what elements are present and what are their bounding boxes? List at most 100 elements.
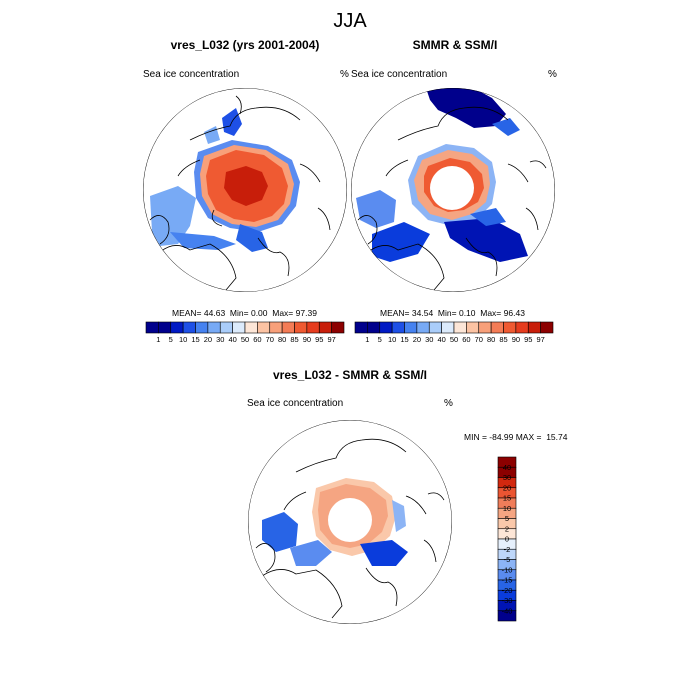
panel2-colorbar-box-0 [354,321,368,334]
panel2-hudson-ice [372,222,430,262]
panel1-colorbar-label-9: 70 [266,335,274,344]
panel3-colorbar-label-11: -15 [502,576,513,585]
panel2-colorbar-label-12: 90 [512,335,520,344]
panel2-title: SMMR & SSM/I [412,38,498,52]
panel1-colorbar-label-10: 80 [278,335,286,344]
panel2-okhotsk-ice [426,88,506,128]
figure-title: JJA [333,10,367,32]
panel3-stats: MIN = -84.99 MAX = 15.74 [464,432,568,442]
panel2-colorbar-box-14 [527,321,541,334]
panel3-colorbar-label-12: -20 [502,586,513,595]
panel1-labrador-ice [150,186,196,246]
panel2-colorbar-box-7 [441,321,455,334]
panel3-colorbar-label-5: 5 [505,514,509,523]
panel1-colorbar-label-8: 60 [253,335,261,344]
panel1-colorbar-box-4 [195,321,209,334]
panel3-colorbar-label-8: -2 [504,545,511,554]
panel2-colorbar-box-5 [416,321,430,334]
panel2-colorbar-label-3: 15 [400,335,408,344]
panel3-diff-neg-east [360,540,408,566]
panel1-colorbar-box-6 [219,321,233,334]
panel2-left-label: Sea ice concentration [351,69,448,80]
panel1-colorbar-box-10 [269,321,283,334]
panel2-labrador-ice [356,190,396,228]
panel3-colorbar-label-2: 20 [503,483,511,492]
panel1-colorbar-label-4: 20 [204,335,212,344]
panel3-map [248,420,452,624]
panel2-colorbar-label-8: 60 [462,335,470,344]
panel1-hudson-ice [170,232,236,250]
panel3-coastline [261,438,427,619]
panel1-ice-max [224,166,268,206]
panel2-colorbar-box-8 [453,321,467,334]
panel1-colorbar-box-3 [182,321,196,334]
panel1-colorbar-box-0 [145,321,159,334]
panel2-colorbar-label-1: 5 [378,335,382,344]
panel1-east-ice [236,224,268,252]
panel2-colorbar-box-3 [391,321,405,334]
panel1-title: vres_L032 (yrs 2001-2004) [170,38,320,52]
panel3-diff-neg-hudson [290,540,332,566]
panel1-colorbar-box-15 [331,321,345,334]
panel3-colorbar-label-6: 2 [505,524,509,533]
panel3-colorbar-label-1: 30 [503,473,511,482]
panel1-colorbar-label-1: 5 [169,335,173,344]
panel1-coastline [159,106,321,291]
panel2-colorbar-label-2: 10 [388,335,396,344]
panel2-colorbar-label-9: 70 [475,335,483,344]
panel3-left-label: Sea ice concentration [247,398,344,409]
panel3-diff-neg-east-2 [392,500,406,532]
panel1-colorbar-box-7 [232,321,246,334]
panel2-colorbar-label-4: 20 [413,335,421,344]
panel2-colorbar-box-12 [503,321,517,334]
panel3-title: vres_L032 - SMMR & SSM/I [272,368,428,382]
panel2-coastline-2 [357,160,547,245]
panel3-colorbar-box-15 [497,610,517,622]
panel2-barents-ice [444,218,528,262]
panel1-colorbar-box-14 [318,321,332,334]
panel2-coastline [367,106,529,291]
panel2-colorbar-label-13: 95 [524,335,532,344]
panel1-colorbar-box-12 [294,321,308,334]
panel2-map [351,88,555,292]
panel2-colorbar: 1 5 10 15 20 30 40 50 60 70 80 85 90 95 97 [354,321,554,344]
panel3-colorbar-label-10: -10 [502,565,513,574]
panel1-colorbar-label-3: 15 [191,335,199,344]
panel1-map [143,88,347,292]
panel2-colorbar-label-14: 97 [536,335,544,344]
panel1-colorbar-label-11: 85 [290,335,298,344]
panel1-colorbar-label-6: 40 [228,335,236,344]
panel2-colorbar-label-6: 40 [437,335,445,344]
panel1-colorbar: 1 5 10 15 20 30 40 50 60 70 80 85 90 95 97 [145,321,345,344]
panel2-colorbar-label-7: 50 [450,335,458,344]
panel2-stats: MEAN= 34.54 Min= 0.10 Max= 96.43 [380,308,525,318]
panel2-colorbar-box-9 [466,321,480,334]
panel1-left-label: Sea ice concentration [143,69,240,80]
panel1-colorbar-box-11 [281,321,295,334]
panel1-colorbar-label-14: 97 [327,335,335,344]
panel2-colorbar-box-1 [367,321,381,334]
panel2-colorbar-label-11: 85 [499,335,507,344]
panel3-coastline-2 [255,492,445,573]
panel1-colorbar-box-5 [207,321,221,334]
panel3-units: % [444,398,453,409]
panel2-bering-ice [492,118,520,136]
panel2-units: % [548,69,557,80]
panel1-colorbar-box-2 [170,321,184,334]
panel2-colorbar-box-11 [490,321,504,334]
panel2-colorbar-box-6 [428,321,442,334]
panel1-coastline-2 [149,95,331,245]
panel1-colorbar-box-13 [306,321,320,334]
panel3-colorbar-label-0: 40 [503,463,511,472]
panel2-colorbar-box-4 [404,321,418,334]
panel3-colorbar-label-13: -30 [502,596,513,605]
panel2-colorbar-box-10 [478,321,492,334]
panel1-colorbar-label-13: 95 [315,335,323,344]
panel2-colorbar-box-2 [379,321,393,334]
panel3-colorbar-label-3: 15 [503,494,511,503]
panel1-colorbar-box-1 [158,321,172,334]
panel2-colorbar-box-15 [540,321,554,334]
panel3-pole-hole [328,498,372,542]
